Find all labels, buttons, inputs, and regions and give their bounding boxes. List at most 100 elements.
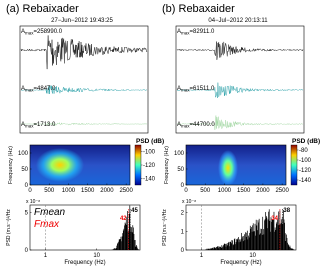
psd-bar	[252, 225, 253, 250]
psd-bar	[120, 236, 122, 250]
y-tick-label: 1	[181, 229, 185, 235]
amax-subscript: max	[181, 124, 190, 129]
psd-bar	[289, 247, 290, 250]
psd-bar	[124, 222, 126, 250]
psd-bar	[257, 220, 259, 250]
colorbar-tick-label: -140	[143, 176, 156, 182]
psd-bar	[128, 213, 130, 250]
psd-bar	[274, 227, 276, 250]
seismogram-frame	[175, 25, 305, 134]
psd-bar	[245, 236, 247, 250]
amax-subscript: max	[181, 88, 190, 93]
psd-bar	[275, 229, 277, 250]
psd-bar	[236, 239, 238, 250]
psd-bar	[232, 245, 234, 250]
psd-bar	[209, 248, 211, 250]
psd-bar	[129, 205, 131, 250]
psd-bar	[115, 248, 117, 250]
x-tick-label: 2500	[119, 188, 133, 194]
psd-bar	[221, 245, 223, 250]
psd-bar	[262, 229, 264, 250]
psd-bar	[223, 243, 225, 250]
psd-bar	[254, 231, 255, 250]
psd-bar	[225, 246, 227, 250]
psd-bar	[290, 248, 292, 250]
waveform	[20, 85, 147, 95]
psd-bar	[253, 231, 255, 250]
x-tick-label: 1500	[81, 188, 95, 194]
amax-symbol: A	[177, 29, 181, 35]
x-tick-label: 2000	[100, 188, 114, 194]
psd-bar	[118, 239, 120, 250]
panel-title: (b) Rebaxaider	[162, 3, 235, 15]
psd-bar	[270, 231, 271, 250]
psd-bar	[278, 224, 280, 250]
psd-bar	[241, 238, 243, 250]
psd-bar	[264, 219, 266, 250]
psd-bar	[293, 249, 294, 250]
psd-bar	[252, 223, 254, 250]
psd-bar	[242, 236, 243, 250]
psd-bar	[113, 248, 115, 250]
psd-bar	[212, 248, 213, 250]
amax-subscript: max	[181, 31, 190, 36]
psd-bar	[265, 212, 267, 250]
psd-bar	[117, 242, 119, 250]
psd-bar	[234, 238, 236, 250]
psd-bar	[122, 230, 124, 250]
psd-bar	[213, 247, 215, 250]
psd-bar	[219, 246, 220, 250]
psd-bar	[215, 247, 217, 250]
psd-bar	[229, 246, 230, 250]
fmax-label: 42	[120, 216, 127, 222]
psd-bar	[219, 247, 221, 250]
psd-bar	[232, 240, 233, 250]
psd-bar	[222, 247, 223, 250]
psd-bar	[207, 248, 209, 250]
psd-bar	[239, 239, 241, 250]
fmean-label: 38	[283, 208, 290, 214]
x-tick-label: 500	[200, 188, 211, 194]
colorbar-tick-label: -120	[299, 168, 312, 174]
psd-bar	[245, 232, 246, 250]
psd-bar	[284, 233, 286, 250]
y-tick-label: 0	[25, 183, 29, 189]
psd-bar	[131, 232, 133, 250]
amax-value: =61511.0	[190, 86, 215, 92]
psd-bar	[205, 249, 207, 250]
axis-multiplier: x 10⁻⁸	[182, 199, 196, 205]
psd-bar	[117, 243, 118, 250]
psd-bar	[119, 239, 121, 250]
amax-label: Amax=61511.0	[177, 86, 215, 93]
psd-bar	[218, 248, 220, 250]
x-tick-label: 10	[93, 253, 100, 259]
psd-bar	[267, 228, 268, 250]
psd-bar	[216, 247, 217, 250]
psd-bar	[242, 241, 244, 250]
y-tick-label: 50	[21, 167, 28, 173]
y-axis-label: PSD (m.s⁻¹)²/Hz	[162, 209, 168, 246]
psd-bar	[228, 241, 230, 250]
psd-bar	[246, 230, 248, 250]
psd-bar	[271, 219, 273, 250]
psd-bar	[114, 248, 115, 250]
psd-bar	[281, 217, 283, 250]
panel-title: (a) Rebaixader	[6, 3, 79, 15]
psd-bar	[235, 244, 236, 250]
psd-bar	[217, 246, 219, 250]
psd-bar	[131, 227, 132, 250]
psd-bar	[266, 217, 268, 250]
psd-bar	[277, 219, 278, 250]
psd-bar	[134, 240, 136, 250]
psd-bar	[292, 248, 294, 250]
psd-bar	[227, 242, 229, 250]
psd-bar	[291, 248, 293, 250]
amax-symbol: A	[21, 86, 25, 92]
amax-label: Amax=44700.0	[177, 122, 215, 129]
psd-bar	[206, 248, 208, 250]
amax-symbol: A	[177, 86, 181, 92]
colorbar	[134, 144, 142, 186]
x-tick-label: 0	[28, 188, 32, 194]
psd-bar	[273, 219, 274, 250]
psd-bar	[277, 225, 279, 250]
